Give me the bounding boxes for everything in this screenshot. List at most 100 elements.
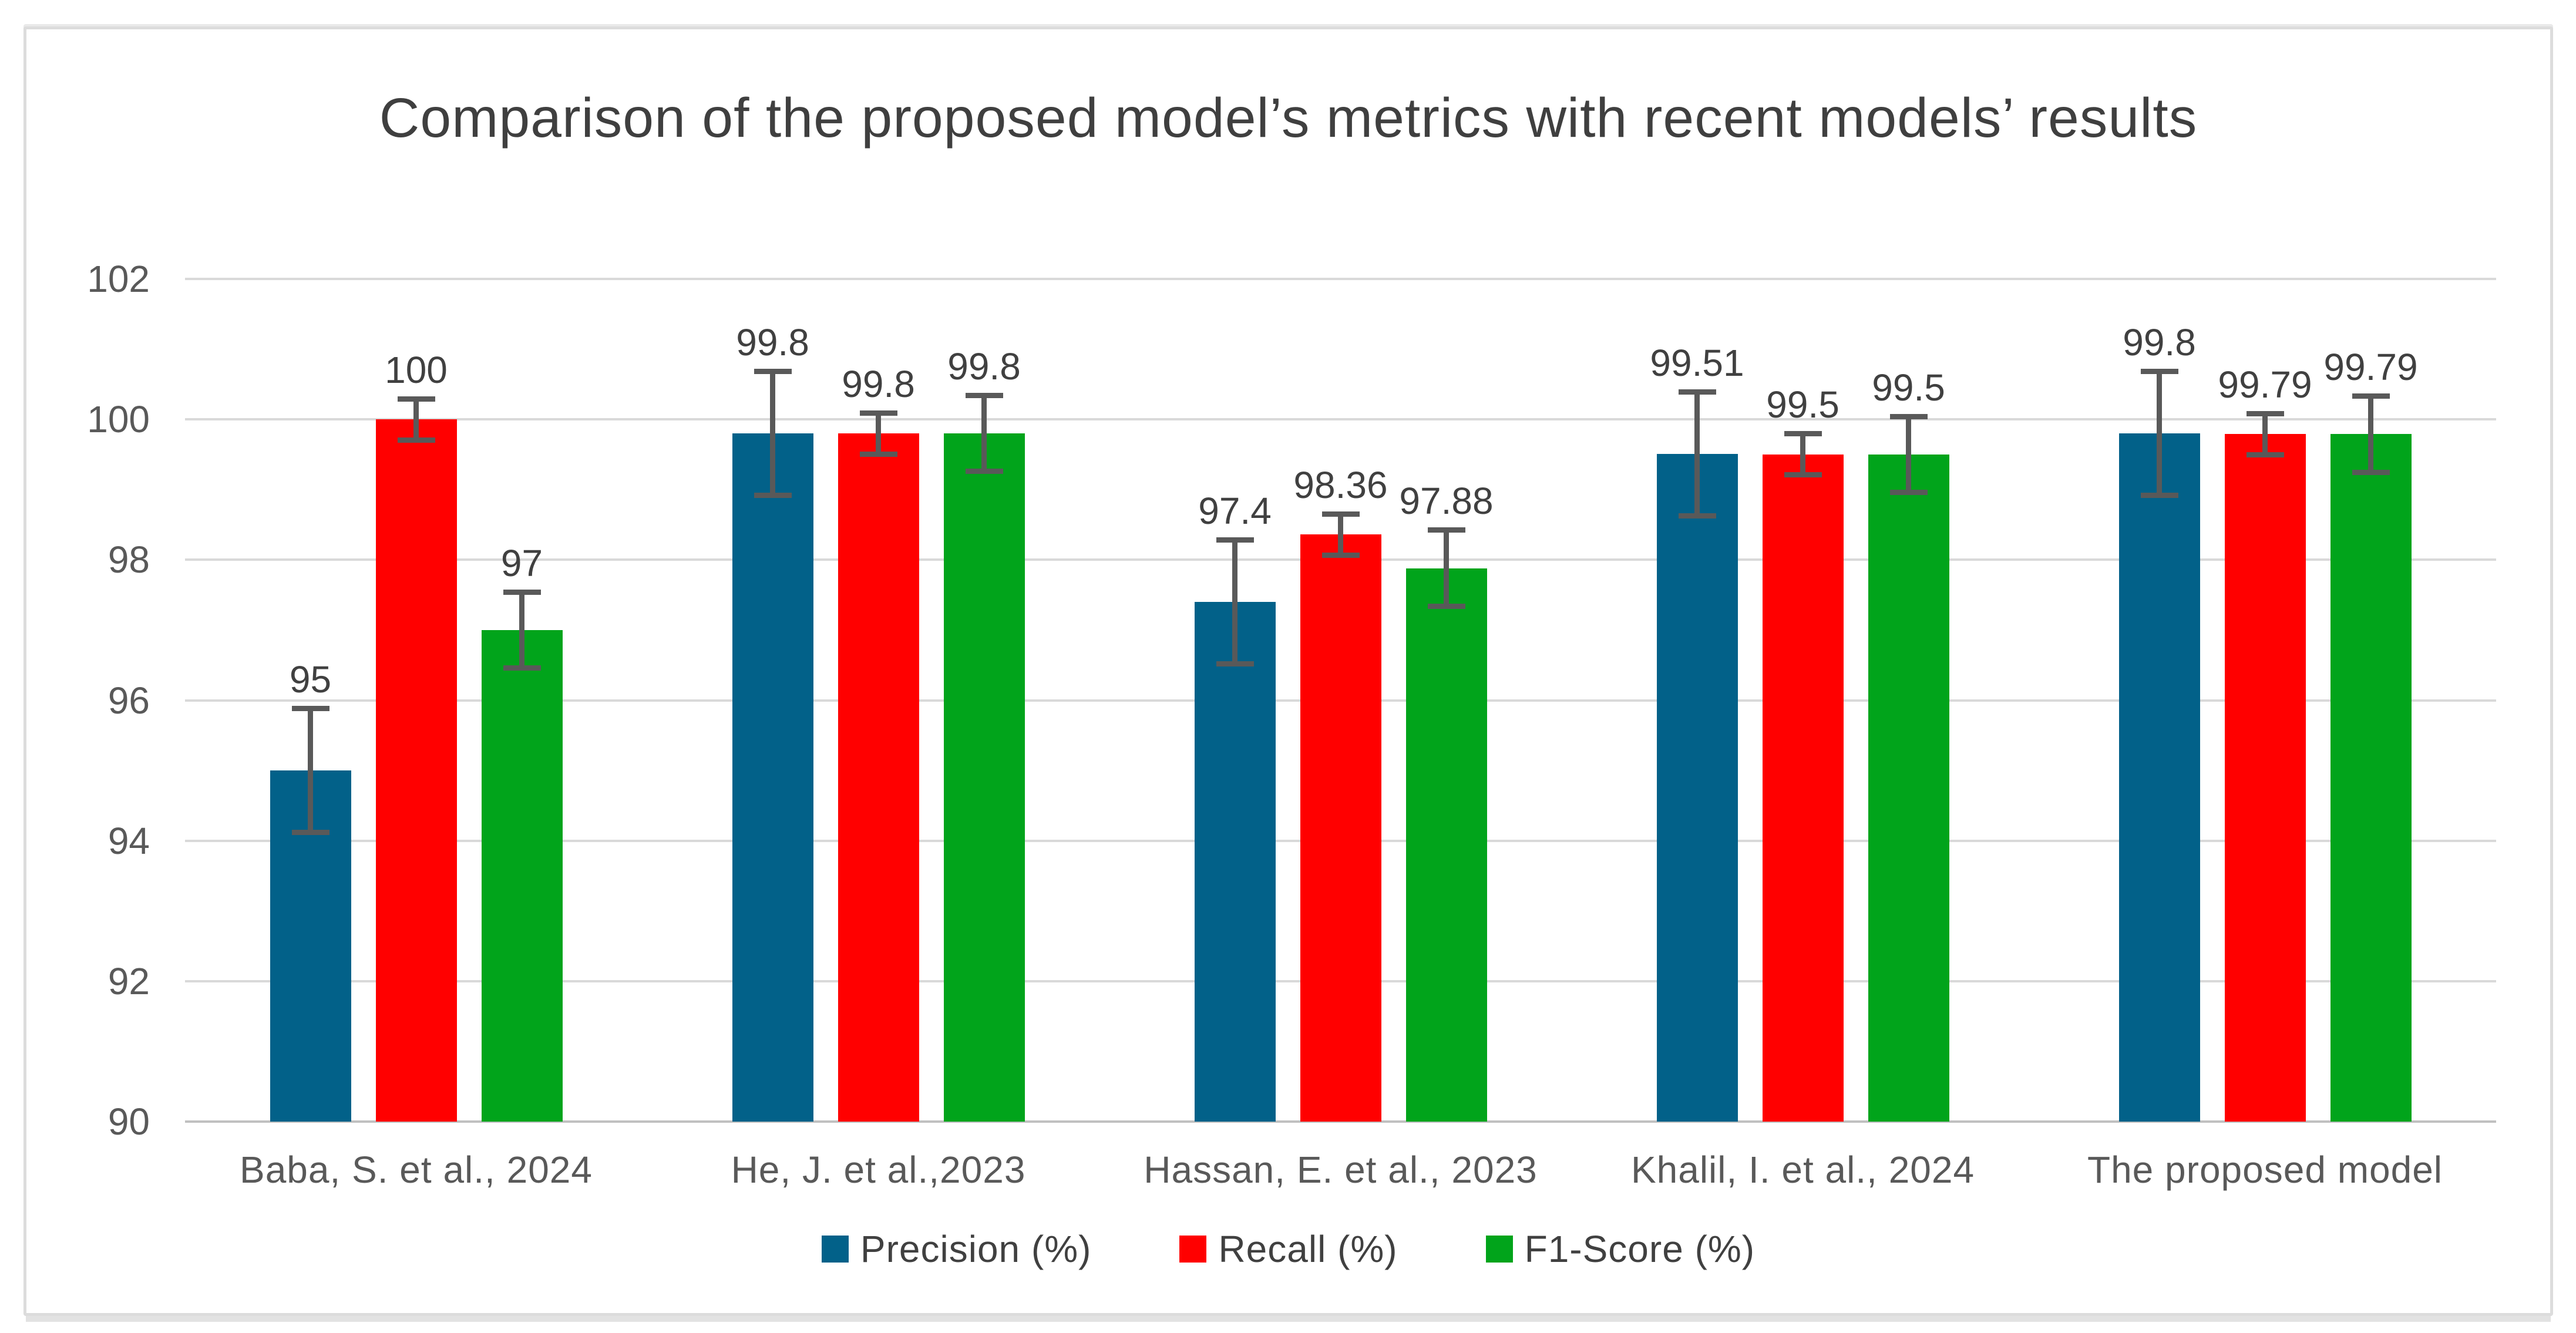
bar-recall [1762,454,1844,1122]
error-bar-line [519,589,524,671]
bar-precision [1194,602,1276,1122]
error-bar [2352,393,2390,475]
error-bar-cap-top [2352,393,2390,399]
bar-value-label: 99.51 [1650,341,1744,384]
legend-color-swatch-icon [821,1236,849,1263]
bar-value-label: 99.8 [736,321,809,364]
bar-value-label: 99.8 [2123,321,2196,364]
error-bar-line [308,706,313,836]
error-bar [291,706,329,836]
gridline [185,278,2496,280]
gridline [185,418,2496,421]
error-bar [1216,537,1254,667]
bar-value-label: 95 [289,658,332,701]
bar-precision [732,433,813,1122]
error-bar-cap-bottom [291,830,329,836]
error-bar-cap-bottom [1678,513,1716,519]
legend: Precision (%) Recall (%) F1-Score (%) [26,1227,2550,1271]
error-bar-cap-bottom [2352,469,2390,475]
bar-value-label: 100 [385,348,448,391]
error-bar-cap-top [503,589,541,595]
bar-precision [2118,433,2200,1122]
error-bar-line [2157,369,2162,499]
error-bar-line [1338,511,1343,558]
error-bar-line [1444,527,1449,610]
bar-value-label: 99.79 [2323,345,2418,388]
error-bar-cap-bottom [397,437,435,443]
error-bar-cap-top [965,392,1003,398]
error-bar-cap-bottom [2246,452,2284,457]
y-axis-tick-label: 92 [107,960,150,1002]
bar-recall [375,419,457,1122]
bar-f1-score [2330,434,2412,1122]
bar-value-label: 99.79 [2218,363,2312,406]
bar-value-label: 97 [500,541,543,584]
error-bar-cap-top [2246,410,2284,416]
error-bar [1889,413,1928,496]
error-bar-line [981,392,987,474]
error-bar-cap-top [291,706,329,712]
error-bar-cap-top [1784,431,1822,437]
error-bar-line [2262,410,2268,457]
y-axis-tick-label: 102 [87,258,150,300]
y-axis-tick-label: 96 [107,679,150,722]
error-bar-cap-bottom [754,493,792,499]
error-bar [859,410,897,457]
error-bar-cap-top [1678,389,1716,395]
error-bar [503,589,541,671]
bar-f1-score [1405,568,1487,1122]
error-bar-line [2368,393,2373,475]
y-axis-tick-label: 94 [107,819,150,862]
error-bar [1678,389,1716,519]
bar-recall [838,433,919,1122]
error-bar-cap-bottom [1321,552,1360,558]
chart-title: Comparison of the proposed model’s metri… [379,87,2198,149]
bar-f1-score [943,433,1025,1122]
legend-item: Recall (%) [1179,1227,1397,1271]
x-axis-label: The proposed model [2087,1149,2443,1191]
plot-area: 90 92 94 96 98 100 102 Baba, S. et al., 2024 95 1… [26,29,2550,1313]
error-bar [1321,511,1360,558]
legend-label: F1-Score (%) [1524,1228,1756,1270]
legend-item: Precision (%) [821,1227,1092,1271]
error-bar-cap-top [1889,413,1928,419]
legend-label: Recall (%) [1218,1228,1398,1270]
error-bar-cap-top [1427,527,1465,533]
x-axis-label: He, J. et al.,2023 [731,1149,1026,1191]
y-axis-tick-label: 98 [107,538,150,581]
error-bar-line [770,369,775,499]
error-bar-cap-top [397,396,435,402]
error-bar-cap-bottom [503,665,541,671]
bar-value-label: 98.36 [1293,463,1388,506]
bar-value-label: 99.5 [1766,383,1839,426]
error-bar-cap-top [2140,369,2178,375]
legend-item: F1-Score (%) [1485,1227,1756,1271]
error-bar-cap-bottom [859,451,897,457]
error-bar [1427,527,1465,610]
error-bar-line [1800,431,1805,478]
bar-value-label: 99.8 [842,362,915,405]
bar-recall [2224,434,2306,1122]
x-axis-label: Baba, S. et al., 2024 [240,1149,593,1191]
x-axis-label: Khalil, I. et al., 2024 [1630,1149,1975,1191]
bar-value-label: 99.8 [947,345,1021,388]
x-axis-line [185,1120,2496,1123]
error-bar [2246,410,2284,457]
error-bar-cap-bottom [1889,490,1928,496]
x-axis-label: Hassan, E. et al., 2023 [1144,1149,1538,1191]
bar-precision [1656,453,1738,1122]
error-bar-cap-top [1216,537,1254,543]
error-bar-line [1232,537,1237,667]
bar-f1-score [1868,454,1949,1122]
y-axis-tick-label: 90 [107,1100,150,1143]
error-bar-cap-top [1321,511,1360,517]
legend-color-swatch-icon [1485,1236,1513,1263]
error-bar-cap-top [754,369,792,375]
error-bar [397,396,435,443]
error-bar-cap-bottom [1216,661,1254,667]
error-bar-cap-top [859,410,897,416]
bar-value-label: 97.4 [1198,490,1272,533]
error-bar-line [876,410,881,457]
legend-color-swatch-icon [1179,1236,1207,1263]
error-bar [754,369,792,499]
